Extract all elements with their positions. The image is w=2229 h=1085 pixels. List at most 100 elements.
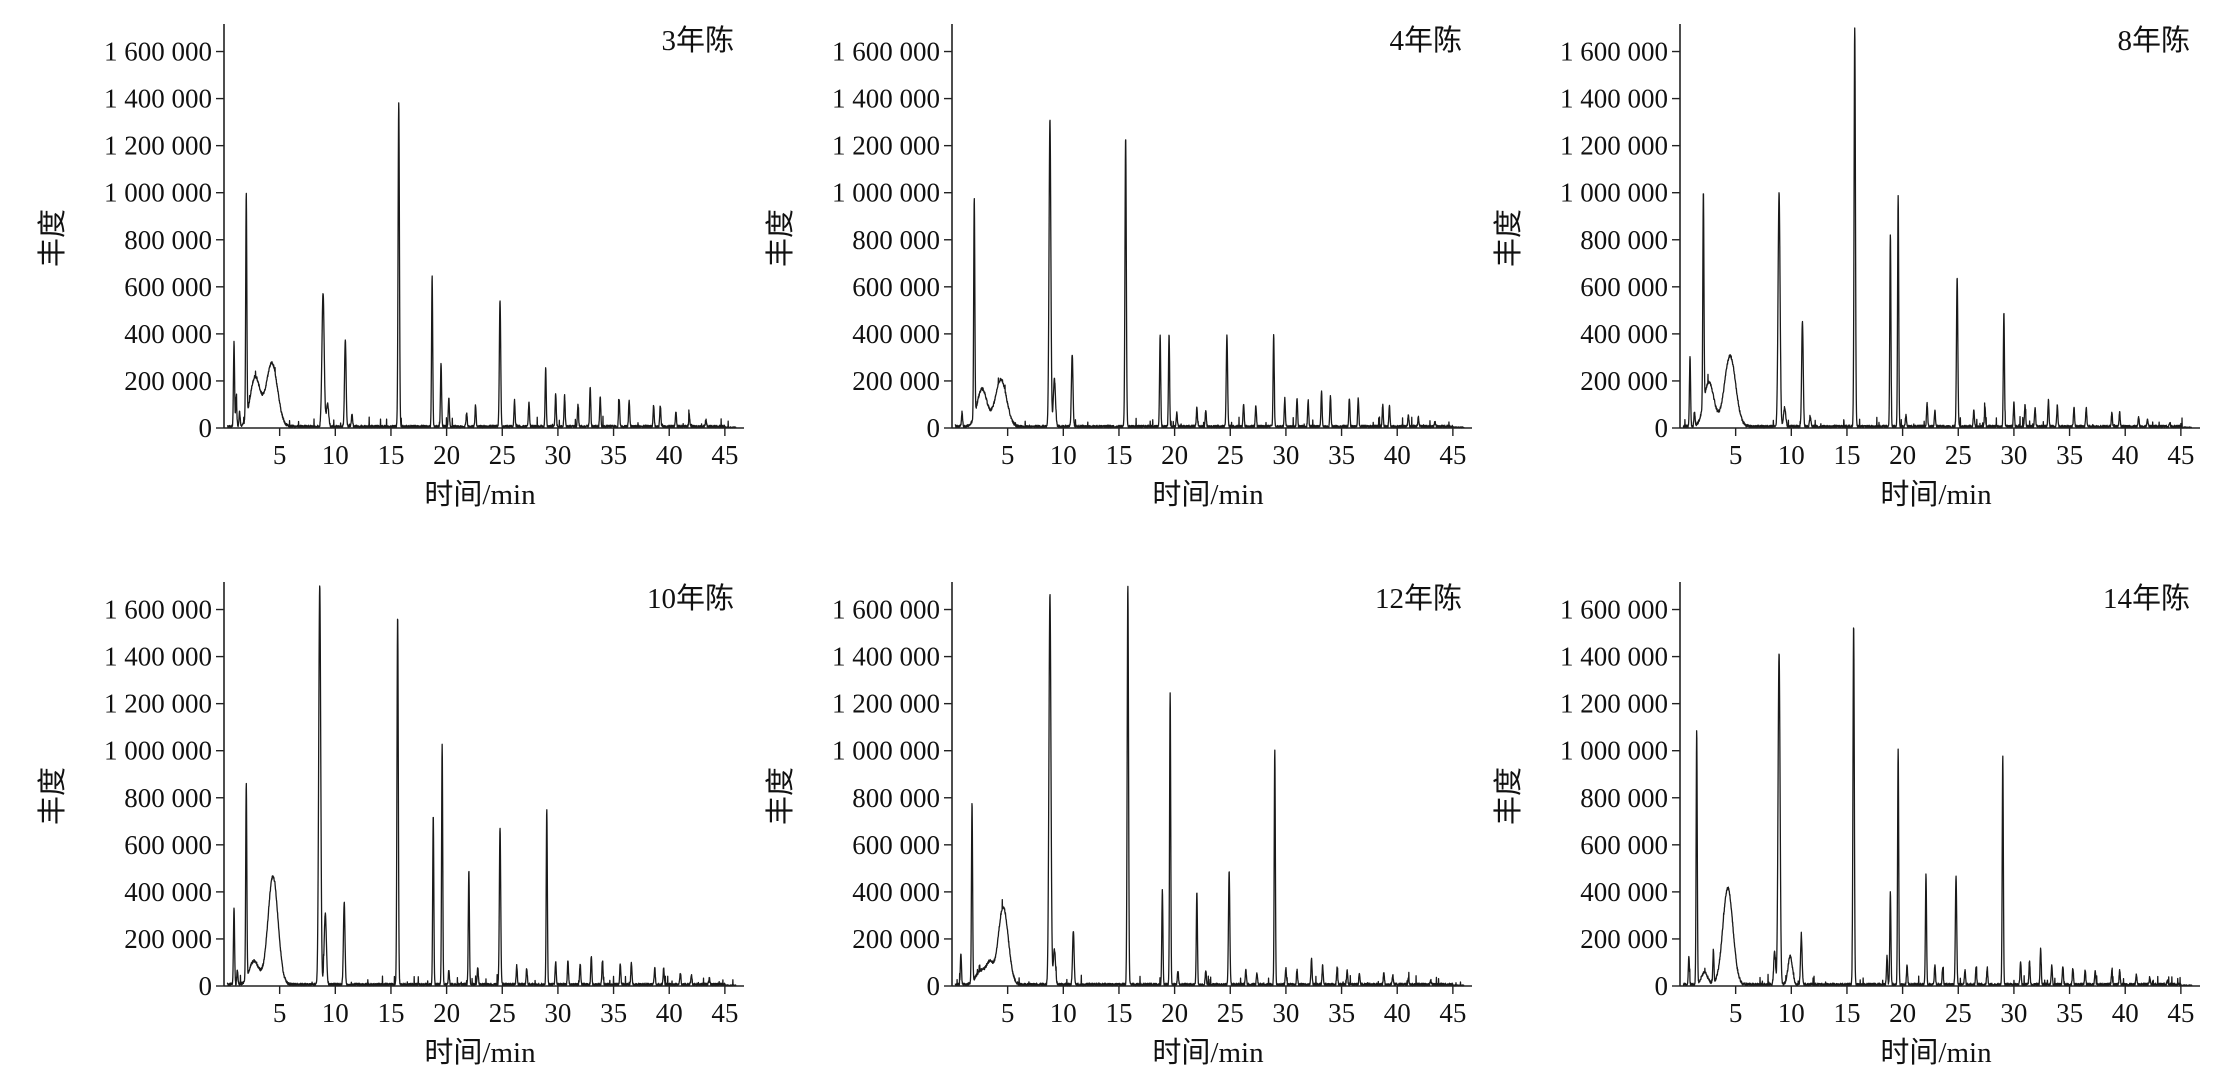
y-tick-label: 1 400 000 (832, 642, 940, 672)
panel-title: 3年陈 (661, 24, 734, 57)
x-tick-label: 20 (1889, 998, 1916, 1028)
x-tick-label: 15 (377, 440, 404, 470)
y-tick-label: 1 000 000 (832, 736, 940, 766)
x-tick-label: 45 (1439, 440, 1466, 470)
x-tick-label: 25 (1217, 440, 1244, 470)
y-tick-label: 600 000 (852, 272, 940, 302)
x-tick-label: 40 (656, 440, 683, 470)
x-tick-label: 35 (600, 998, 627, 1028)
x-tick-label: 35 (600, 440, 627, 470)
x-tick-label: 5 (1729, 440, 1743, 470)
panel-title: 12年陈 (1375, 582, 1462, 615)
x-tick-label: 45 (2167, 440, 2194, 470)
y-tick-label: 400 000 (852, 877, 940, 907)
x-tick-label: 15 (1833, 440, 1860, 470)
x-axis-title: 时间/min (424, 478, 536, 511)
y-tick-label: 1 000 000 (1560, 178, 1668, 208)
x-tick-label: 30 (1272, 440, 1299, 470)
y-tick-label: 0 (927, 413, 941, 443)
panel-title: 8年陈 (2117, 24, 2190, 57)
x-tick-label: 40 (2112, 440, 2139, 470)
x-axis-title: 时间/min (424, 1036, 536, 1069)
y-tick-label: 1 000 000 (832, 178, 940, 208)
y-tick-label: 600 000 (124, 830, 212, 860)
y-tick-label: 1 000 000 (1560, 736, 1668, 766)
y-tick-label: 0 (1655, 413, 1669, 443)
x-tick-label: 30 (2000, 440, 2027, 470)
y-tick-label: 1 200 000 (1560, 689, 1668, 719)
x-tick-label: 15 (1105, 440, 1132, 470)
x-tick-label: 10 (1778, 998, 1805, 1028)
x-axis-title: 时间/min (1152, 1036, 1264, 1069)
y-tick-label: 1 000 000 (104, 736, 212, 766)
x-tick-label: 40 (2112, 998, 2139, 1028)
x-tick-label: 5 (1729, 998, 1743, 1028)
y-tick-label: 800 000 (852, 225, 940, 255)
x-tick-label: 10 (1050, 998, 1077, 1028)
chart-panel-5: 0 200 000 400 000 600 000 800 000 1 000 000 1 … (764, 582, 1472, 1069)
x-tick-label: 45 (711, 998, 738, 1028)
x-tick-label: 20 (1161, 998, 1188, 1028)
x-tick-label: 40 (656, 998, 683, 1028)
chart-panel-1: 0 200 000 400 000 600 000 800 000 1 000 000 1 … (36, 24, 744, 511)
y-tick-label: 1 200 000 (104, 131, 212, 161)
x-tick-label: 15 (377, 998, 404, 1028)
y-tick-label: 1 200 000 (1560, 131, 1668, 161)
y-tick-label: 200 000 (1580, 366, 1668, 396)
y-tick-label: 1 400 000 (104, 642, 212, 672)
y-tick-label: 200 000 (852, 924, 940, 954)
y-tick-label: 400 000 (1580, 877, 1668, 907)
x-tick-label: 25 (489, 440, 516, 470)
x-axis-title: 时间/min (1880, 1036, 1992, 1069)
y-axis-title: 丰度 (36, 209, 69, 267)
panel-title: 4年陈 (1389, 24, 1462, 57)
x-tick-label: 10 (322, 440, 349, 470)
y-axis-title: 丰度 (764, 767, 797, 825)
chromatogram-trace (1682, 627, 2193, 987)
x-tick-label: 25 (1945, 440, 1972, 470)
y-tick-label: 1 400 000 (1560, 84, 1668, 114)
y-tick-label: 1 200 000 (832, 689, 940, 719)
chromatogram-trace (954, 585, 1465, 987)
y-tick-label: 600 000 (1580, 272, 1668, 302)
x-tick-label: 35 (1328, 998, 1355, 1028)
x-tick-label: 25 (1217, 998, 1244, 1028)
panel-title: 10年陈 (647, 582, 734, 615)
y-tick-label: 1 400 000 (104, 84, 212, 114)
y-tick-label: 600 000 (1580, 830, 1668, 860)
y-tick-label: 200 000 (124, 366, 212, 396)
y-tick-label: 1 600 000 (104, 37, 212, 67)
chart-panel-2: 0 200 000 400 000 600 000 800 000 1 000 000 1 … (764, 24, 1472, 511)
x-tick-label: 5 (273, 998, 287, 1028)
y-tick-label: 800 000 (124, 225, 212, 255)
y-axis-title: 丰度 (1492, 209, 1525, 267)
y-tick-label: 0 (199, 971, 213, 1001)
y-tick-label: 0 (927, 971, 941, 1001)
x-axis-title: 时间/min (1880, 478, 1992, 511)
x-tick-label: 20 (433, 998, 460, 1028)
x-tick-label: 35 (2056, 998, 2083, 1028)
y-tick-label: 200 000 (852, 366, 940, 396)
y-tick-label: 1 200 000 (104, 689, 212, 719)
y-tick-label: 400 000 (1580, 319, 1668, 349)
x-tick-label: 30 (544, 998, 571, 1028)
y-tick-label: 1 600 000 (1560, 595, 1668, 625)
y-tick-label: 1 600 000 (1560, 37, 1668, 67)
panel-title: 14年陈 (2103, 582, 2190, 615)
y-tick-label: 800 000 (1580, 225, 1668, 255)
x-tick-label: 45 (711, 440, 738, 470)
x-tick-label: 25 (489, 998, 516, 1028)
x-axis-title: 时间/min (1152, 478, 1264, 511)
y-tick-label: 400 000 (124, 877, 212, 907)
x-tick-label: 10 (322, 998, 349, 1028)
chromatogram-trace (1682, 27, 2193, 429)
y-axis-title: 丰度 (764, 209, 797, 267)
x-tick-label: 45 (2167, 998, 2194, 1028)
y-tick-label: 0 (1655, 971, 1669, 1001)
x-tick-label: 5 (1001, 998, 1015, 1028)
y-tick-label: 800 000 (1580, 783, 1668, 813)
y-axis-title: 丰度 (1492, 767, 1525, 825)
y-tick-label: 800 000 (852, 783, 940, 813)
x-tick-label: 30 (544, 440, 571, 470)
